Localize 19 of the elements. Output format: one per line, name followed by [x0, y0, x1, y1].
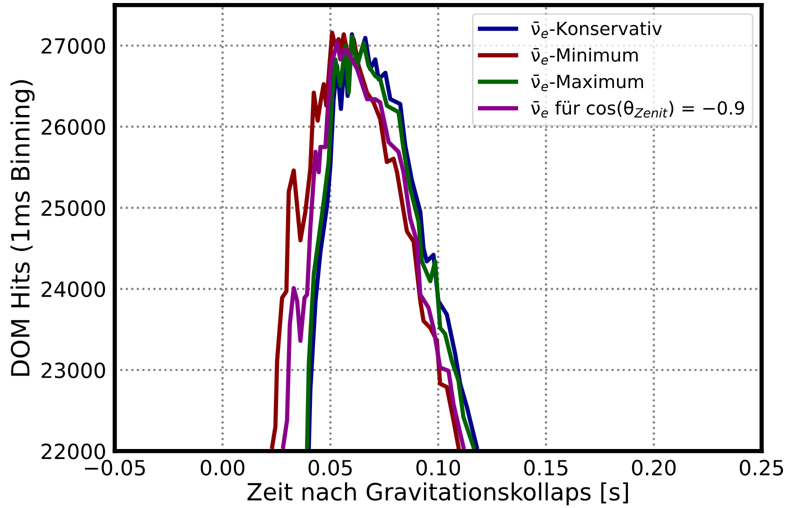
x-tick-label: 0.05	[308, 460, 352, 476]
y-tick-label: 24000	[42, 281, 106, 298]
legend-label: ν̄$_{e}$-Maximum	[531, 74, 643, 92]
y-axis-title: DOM Hits (1ms Binning)	[10, 80, 35, 376]
x-tick-label: −0.05	[85, 460, 145, 476]
x-tick-label: 0.00	[200, 460, 244, 476]
legend-label: ν̄$_{e}$ für cos(θ$_{Zenit}$) = −0.9	[531, 100, 744, 118]
y-tick-label: 25000	[42, 200, 106, 216]
y-tick-label: 23000	[42, 362, 106, 378]
legend-label: ν̄$_{e}$-Konservativ	[531, 21, 662, 38]
legend-label: ν̄$_{e}$-Minimum	[531, 48, 638, 65]
x-tick-label: 0.25	[740, 460, 784, 476]
y-tick-label: 27000	[42, 38, 106, 54]
x-tick-label: 0.20	[632, 460, 676, 476]
y-tick-label: 26000	[42, 119, 106, 135]
x-axis-title: Zeit nach Gravitationskollaps [s]	[247, 482, 628, 506]
x-tick-label: 0.10	[416, 460, 460, 476]
x-tick-label: 0.15	[524, 460, 568, 476]
y-tick-label: 22000	[42, 444, 106, 460]
